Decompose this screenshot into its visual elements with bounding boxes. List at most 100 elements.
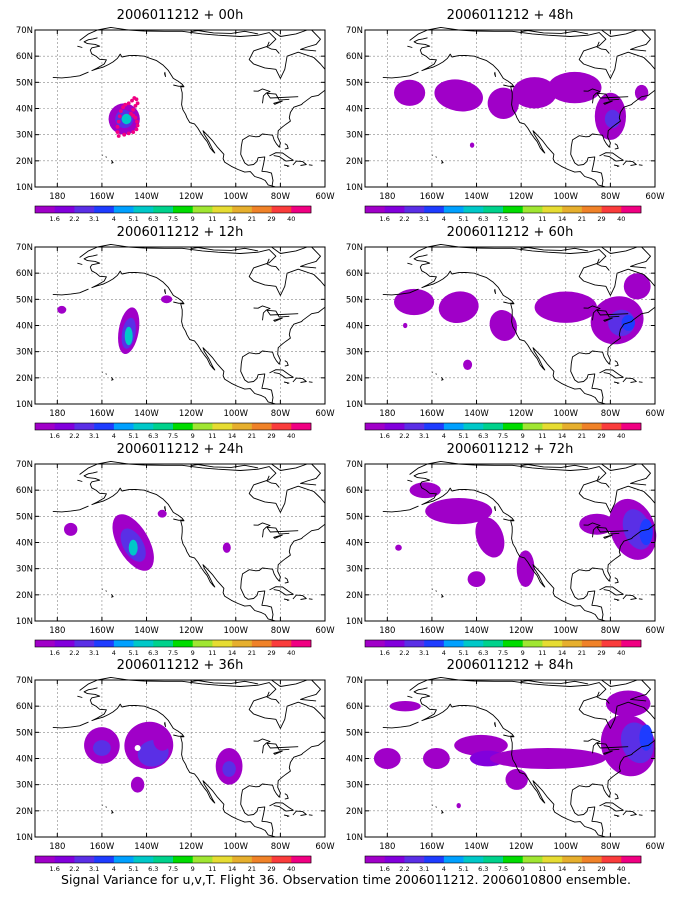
colorbar-label: 29 <box>267 215 275 223</box>
island-outline <box>308 164 313 166</box>
colorbar-swatch <box>212 640 233 647</box>
colorbar-label: 3.1 <box>419 432 429 440</box>
variance-contour <box>489 748 606 769</box>
colorbar-label: 5.1 <box>458 432 468 440</box>
island-outline <box>596 258 610 271</box>
colorbar-swatch <box>542 856 563 863</box>
island-outline <box>283 814 290 818</box>
lon-tick-label: 120W <box>179 626 204 636</box>
island-outline <box>599 586 624 596</box>
colorbar-label: 11 <box>538 865 546 873</box>
colorbar-label: 2.2 <box>399 432 409 440</box>
map-svg: 10N 20N 30N 40N 50N 60N 70N 180 160W 140W 120W 100W… <box>346 243 665 440</box>
lon-tick-label: 120W <box>179 192 204 202</box>
colorbar-swatch <box>54 423 75 430</box>
island-outline <box>630 679 651 702</box>
island-outline <box>77 45 83 48</box>
colorbar-label: 6.3 <box>478 432 488 440</box>
lon-tick-label: 140W <box>134 626 159 636</box>
lon-tick-label: 160W <box>90 842 115 852</box>
colorbar-swatch <box>153 423 174 430</box>
colorbar-label: 14 <box>558 432 566 440</box>
lon-tick-label: 100W <box>223 192 248 202</box>
lon-tick-label: 100W <box>223 626 248 636</box>
lat-tick-label: 70N <box>16 26 33 36</box>
colorbar-swatch <box>522 856 543 863</box>
observation-point <box>123 102 128 107</box>
variance-contour <box>623 273 651 300</box>
variance-contour <box>389 701 421 712</box>
colorbar-swatch <box>562 423 583 430</box>
island-outline <box>163 721 166 728</box>
axis-ticks <box>35 463 326 622</box>
lat-tick-label: 40N <box>16 322 33 332</box>
colorbar-swatch <box>54 206 75 213</box>
island-outline <box>292 810 307 816</box>
variance-contour <box>505 768 528 790</box>
lon-tick-label: 80W <box>601 409 621 419</box>
lat-tick-label: 40N <box>16 755 33 765</box>
variance-contour <box>512 77 557 109</box>
lon-tick-label: 140W <box>134 192 159 202</box>
colorbar-label: 21 <box>248 865 256 873</box>
colorbar-swatch <box>94 856 115 863</box>
colorbar-swatch <box>232 640 253 647</box>
variance-contour <box>605 690 651 717</box>
lat-tick-label: 70N <box>16 676 33 686</box>
island-outline <box>173 301 184 304</box>
coastline-segment <box>413 37 607 188</box>
colorbar-swatch <box>443 206 464 213</box>
lat-tick-label: 20N <box>346 374 363 384</box>
island-outline <box>440 810 444 814</box>
colorbar-swatch <box>291 206 312 213</box>
island-outline <box>521 30 589 35</box>
colorbar-frame <box>34 855 312 864</box>
colorbar-swatch <box>404 423 425 430</box>
colorbar-label: 6.3 <box>148 215 158 223</box>
island-outline <box>163 71 166 78</box>
colorbar-swatch <box>173 423 194 430</box>
variance-contour <box>489 310 517 341</box>
observation-point <box>135 123 140 128</box>
map-panel-72h: 2006011212 + 72h 10N 20N 30N 40N 50N 60N 70N 18… <box>345 442 675 659</box>
colorbar-label: 29 <box>597 215 605 223</box>
colorbar-swatch <box>35 423 56 430</box>
lat-tick-label: 60N <box>16 486 33 496</box>
island-outline <box>163 288 166 295</box>
island-outline <box>292 377 307 383</box>
lat-tick-label: 70N <box>346 26 363 36</box>
variance-contour <box>157 509 167 518</box>
island-outline <box>292 160 307 166</box>
lat-tick-label: 30N <box>16 565 33 575</box>
colorbar-swatch <box>483 640 504 647</box>
colorbar: 1.6 2.2 3.1 4 5.1 6.3 7.5 9 11 14 21 29 40 <box>364 422 642 440</box>
colorbar-swatch <box>581 856 602 863</box>
island-outline <box>253 88 271 104</box>
colorbar-label: 1.6 <box>380 649 390 657</box>
map-svg: 10N 20N 30N 40N 50N 60N 70N 180 160W 140W 120W 100W… <box>16 460 335 657</box>
observation-point <box>126 131 131 136</box>
island-outline <box>283 598 290 602</box>
lat-tick-label: 30N <box>16 348 33 358</box>
colorbar-swatch <box>232 206 253 213</box>
island-outline <box>292 594 307 600</box>
observation-point <box>115 130 120 134</box>
panel-title: 2006011212 + 24h <box>116 442 244 457</box>
island-outline <box>435 590 437 592</box>
lat-tick-label: 50N <box>16 512 33 522</box>
colorbar-label: 11 <box>538 649 546 657</box>
colorbar-swatch <box>212 206 233 213</box>
observation-point <box>131 113 136 118</box>
colorbar-label: 5.1 <box>128 432 138 440</box>
variance-contour <box>469 142 475 148</box>
lat-tick-label: 40N <box>346 539 363 549</box>
map-panel-60h: 2006011212 + 60h 10N 20N 30N 40N 50N 60N 70N 18… <box>345 225 675 442</box>
island-outline <box>308 381 313 383</box>
colorbar-swatch <box>581 423 602 430</box>
island-outline <box>273 317 283 322</box>
colorbar-label: 11 <box>538 215 546 223</box>
colorbar-label: 40 <box>287 215 295 223</box>
island-outline <box>503 734 514 737</box>
lat-tick-label: 20N <box>346 157 363 167</box>
colorbar: 1.6 2.2 3.1 4 5.1 6.3 7.5 9 11 14 21 29 40 <box>364 639 642 657</box>
